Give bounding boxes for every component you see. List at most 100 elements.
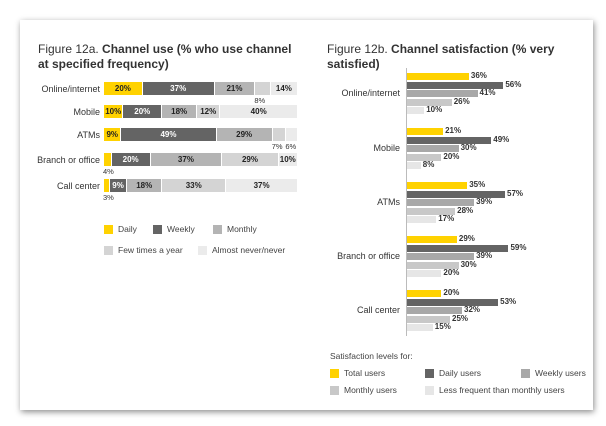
- chart-a-title-prefix: Figure 12a.: [38, 42, 99, 56]
- chart-b-legend-swatch: [425, 385, 434, 395]
- chart-b-bar: [407, 145, 459, 152]
- chart-b-bar: [407, 90, 478, 97]
- chart-b-bar: [407, 162, 421, 169]
- chart-b-data-label: 20%: [443, 288, 460, 297]
- chart-a-legend-item: Daily: [104, 224, 137, 234]
- chart-b-legend-label: Less frequent than monthly users: [439, 385, 565, 395]
- chart-a-bar-segment: 21%: [214, 82, 256, 95]
- chart-b-bar: [407, 153, 442, 161]
- chart-b-bar: [407, 128, 444, 135]
- chart-b-data-label: 36%: [470, 71, 487, 80]
- chart-a-data-label: 7%: [271, 142, 283, 151]
- chart-b-data-label: 57%: [507, 188, 524, 198]
- chart-b-title-prefix: Figure 12b.: [327, 42, 388, 56]
- chart-a-bar-segment: 20%: [111, 153, 151, 166]
- chart-b-bar: [407, 73, 469, 80]
- chart-a-legend-swatch: [104, 245, 113, 255]
- chart-b-legend-swatch: [425, 368, 434, 378]
- chart-a-category-label: Call center: [56, 181, 100, 191]
- chart-b-legend-swatch: [521, 368, 530, 378]
- chart-a-bar-segment: [104, 153, 112, 166]
- chart-b-data-label: 10%: [426, 105, 443, 114]
- chart-b-data-label: 41%: [479, 88, 496, 97]
- chart-b-legend-label: Daily users: [439, 368, 482, 378]
- chart-a-legend-swatch: [104, 224, 113, 234]
- chart-a-legend-label: Daily: [118, 224, 137, 234]
- chart-a-bar-segment: 29%: [216, 128, 273, 141]
- chart-a-legend-item: Few times a year: [104, 245, 183, 255]
- chart-b-legend-item: Daily users: [425, 368, 481, 378]
- chart-b-data-label: 21%: [445, 126, 462, 135]
- chart-a-legend-item: Weekly: [153, 224, 195, 234]
- chart-b-bar: [407, 253, 475, 260]
- chart-b-data-label: 26%: [453, 96, 470, 106]
- chart-b-data-label: 49%: [493, 134, 510, 144]
- chart-a-bar-segment: 37%: [150, 153, 223, 166]
- chart-b-legend-label: Weekly users: [535, 368, 586, 378]
- chart-a-bar-segment: 20%: [123, 105, 163, 118]
- chart-a-data-label: 3%: [103, 193, 114, 202]
- chart-b-bar: [407, 207, 456, 215]
- chart-b-legend-title: Satisfaction levels for:: [330, 351, 413, 361]
- chart-b-bar: [407, 244, 509, 252]
- chart-a-bar-segment: 37%: [142, 82, 215, 95]
- chart-a-bar-segment: 12%: [197, 105, 221, 118]
- chart-a-bar-segment: 33%: [162, 179, 227, 192]
- chart-a-bar-segment: 18%: [127, 179, 163, 192]
- chart-b-title: Figure 12b. Channel satisfaction (% very…: [327, 42, 597, 72]
- chart-b-legend-label: Monthly users: [344, 385, 397, 395]
- chart-b-data-label: 32%: [464, 305, 481, 314]
- chart-a-legend-label: Almost never/never: [212, 245, 286, 255]
- chart-b-data-label: 30%: [460, 259, 477, 269]
- chart-a-bar-segment: [286, 128, 298, 141]
- chart-b-data-label: 8%: [422, 160, 435, 169]
- chart-a-bar-segment: 20%: [104, 82, 143, 95]
- chart-b-axis-line: [406, 68, 407, 336]
- chart-b-data-label: 59%: [510, 242, 527, 252]
- chart-b-title-bold: Channel satisfaction (% very satisfied): [327, 42, 555, 71]
- chart-b-legend-swatch: [330, 385, 339, 395]
- chart-a-legend-item: Almost never/never: [198, 245, 285, 255]
- chart-b-legend-item: Less frequent than monthly users: [425, 385, 565, 395]
- chart-b-data-label: 39%: [476, 251, 493, 260]
- figure-frame: [20, 20, 593, 410]
- chart-a-data-label: 8%: [254, 96, 266, 105]
- chart-b-bar: [407, 81, 504, 89]
- chart-b-bar: [407, 298, 499, 306]
- chart-b-bar: [407, 199, 475, 206]
- chart-a-title-bold: Channel use (% who use channel at specif…: [38, 42, 292, 71]
- chart-a-bar-segment: 10%: [278, 153, 298, 166]
- chart-a-bar-segment: 40%: [220, 105, 298, 118]
- chart-b-data-label: 20%: [443, 268, 460, 277]
- chart-b-data-label: 25%: [452, 313, 469, 323]
- chart-b-bar: [407, 107, 425, 114]
- chart-b-data-label: 53%: [500, 296, 517, 306]
- chart-a-legend-swatch: [198, 245, 207, 255]
- chart-a-data-label: 4%: [103, 167, 114, 176]
- chart-b-data-label: 35%: [469, 180, 486, 189]
- chart-a-title: Figure 12a. Channel use (% who use chann…: [38, 42, 298, 72]
- chart-a-bar-segment: [255, 82, 271, 95]
- chart-a-bar-segment: 18%: [162, 105, 198, 118]
- chart-a-bar-segment: 49%: [121, 128, 217, 141]
- chart-b-category-label: Mobile: [373, 143, 400, 153]
- chart-b-legend-item: Monthly users: [330, 385, 397, 395]
- chart-a-bar-segment: 9%: [104, 128, 122, 141]
- chart-b-data-label: 20%: [443, 151, 460, 161]
- chart-b-bar: [407, 290, 442, 297]
- chart-b-bar: [407, 98, 452, 106]
- chart-a-bar-segment: 14%: [270, 82, 298, 95]
- chart-b-data-label: 56%: [505, 79, 522, 89]
- chart-a-legend-label: Monthly: [227, 224, 257, 234]
- chart-a-category-label: Branch or office: [37, 155, 100, 165]
- chart-b-bar: [407, 236, 457, 243]
- chart-b-bar: [407, 182, 468, 189]
- chart-a-bar-segment: [272, 128, 287, 141]
- chart-b-data-label: 28%: [457, 205, 474, 215]
- chart-b-bar: [407, 216, 437, 223]
- chart-a-bar-segment: [104, 179, 110, 192]
- chart-b-bar: [407, 261, 459, 269]
- chart-b-data-label: 29%: [458, 234, 475, 243]
- chart-b-legend-label: Total users: [344, 368, 386, 378]
- chart-b-category-label: Branch or office: [337, 251, 400, 261]
